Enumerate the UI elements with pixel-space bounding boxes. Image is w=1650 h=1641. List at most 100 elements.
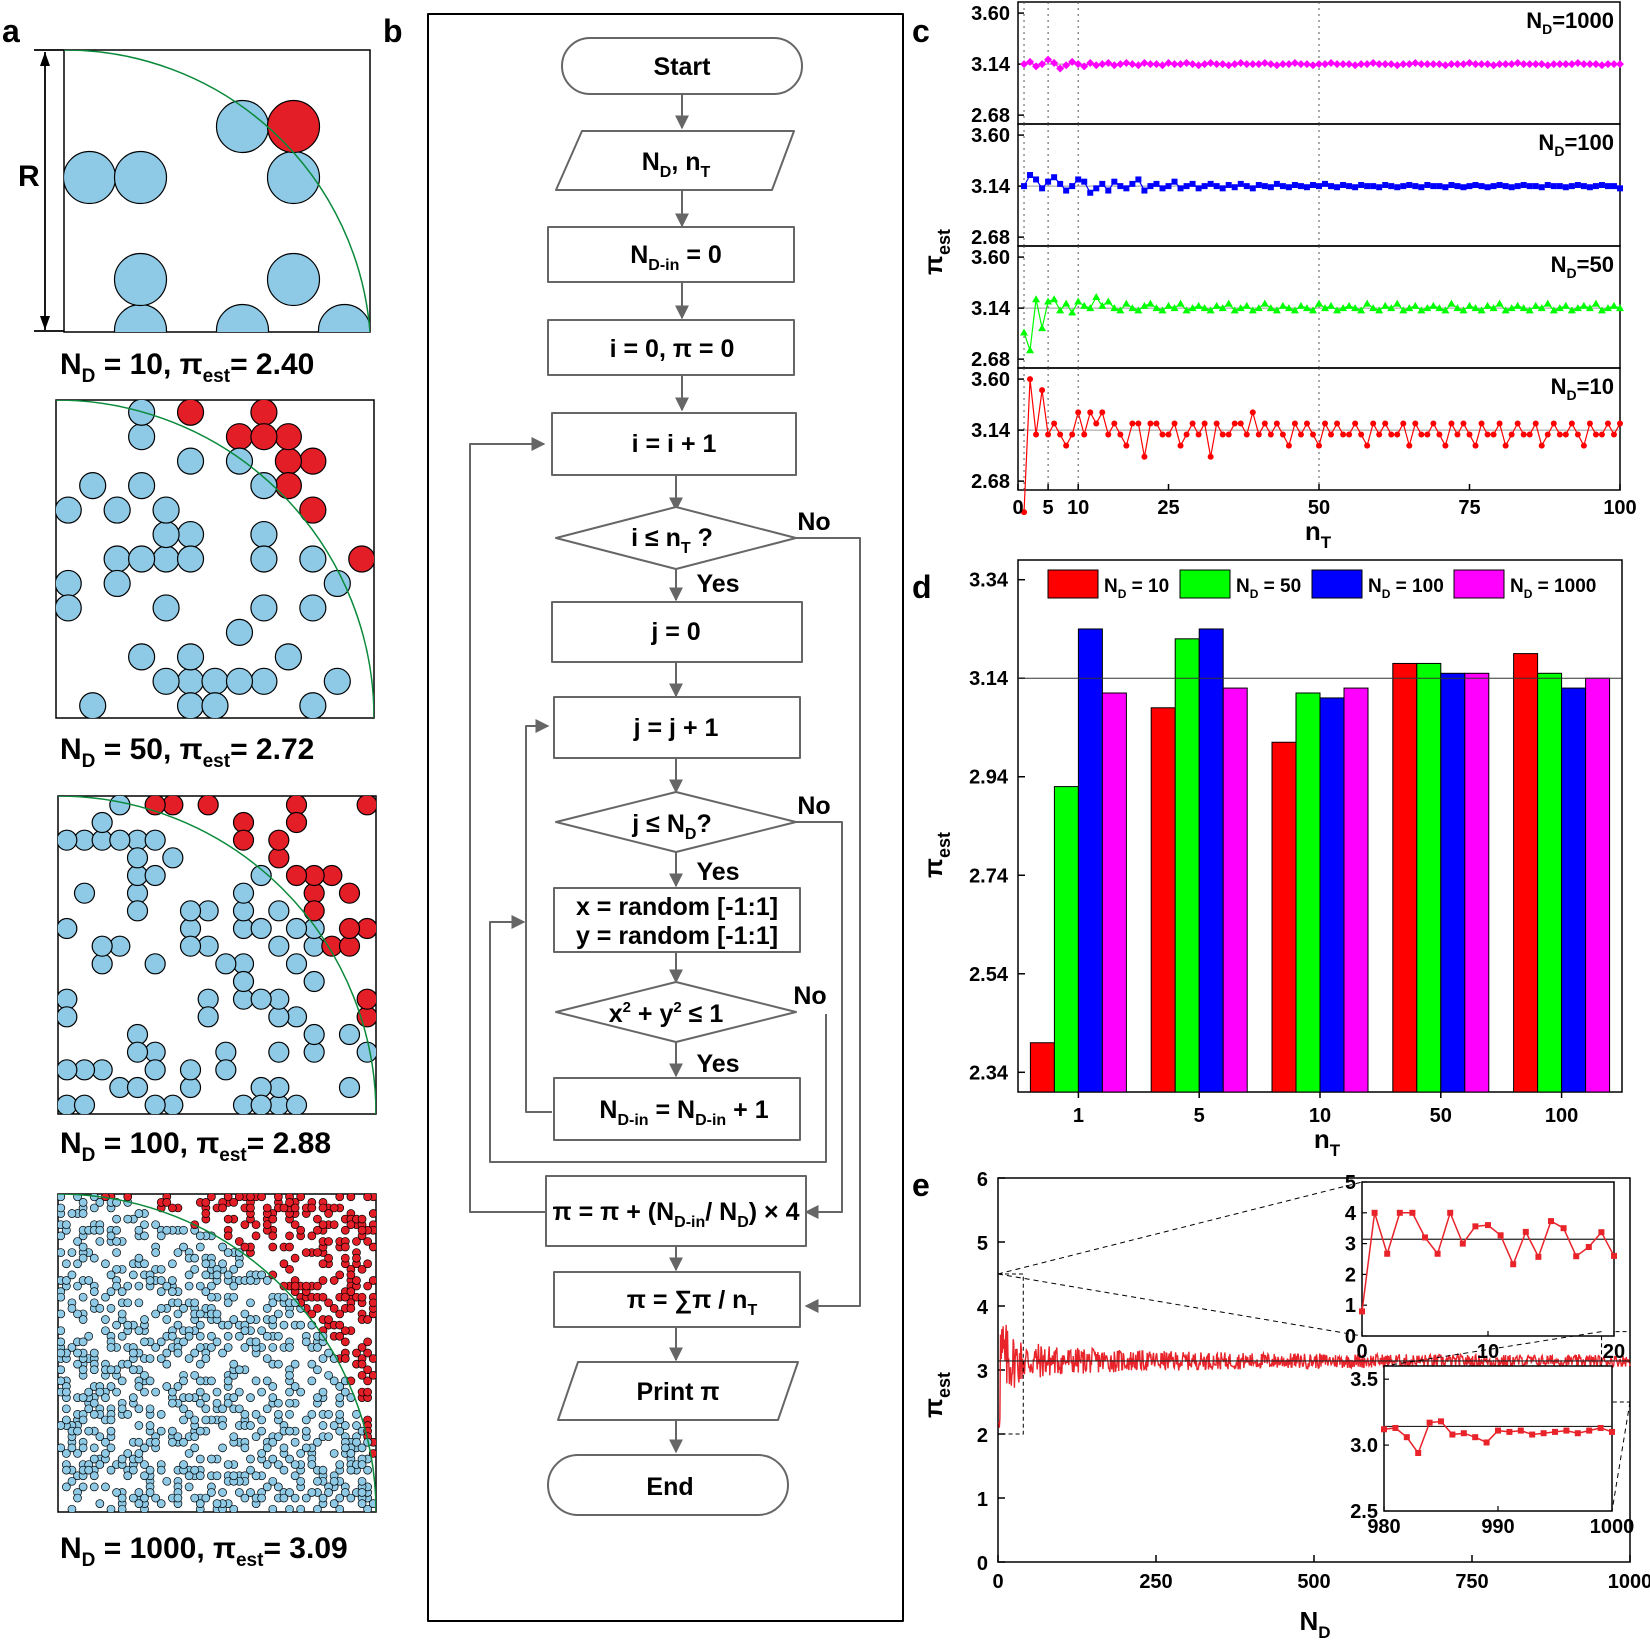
disk-outside — [368, 1370, 376, 1380]
caption-pi: π — [213, 1532, 236, 1565]
disk-inside — [117, 1331, 127, 1341]
c-point — [1200, 60, 1209, 69]
c-point — [1490, 431, 1497, 438]
c-point — [1218, 60, 1227, 69]
c-point — [1429, 60, 1438, 69]
disk-inside — [168, 1387, 177, 1397]
disk-inside — [162, 1315, 172, 1324]
c-point — [1285, 442, 1292, 449]
d-bar — [1198, 628, 1224, 1093]
inc-j-box — [553, 696, 801, 759]
disk-inside — [168, 1276, 177, 1285]
disk-inside — [301, 1415, 311, 1425]
e-inset-point — [1597, 1424, 1604, 1431]
disk-inside — [274, 1309, 283, 1319]
input-parallelogram — [555, 130, 795, 191]
e-inset-point — [1586, 1427, 1593, 1434]
c-point — [1370, 183, 1377, 190]
disk-inside — [274, 1398, 283, 1408]
disk-inside — [346, 1465, 356, 1475]
c-point — [1230, 60, 1239, 69]
disk-inside — [64, 150, 117, 205]
disk-inside — [89, 1287, 99, 1296]
disk-inside — [134, 1225, 144, 1235]
c-point — [1333, 60, 1342, 69]
c-point — [1598, 182, 1605, 188]
d-legend-swatch — [1179, 569, 1231, 599]
disk-inside — [234, 1387, 244, 1397]
disk-inside — [156, 1231, 166, 1241]
disk-inside — [78, 1209, 88, 1218]
e-xtick-label: 250 — [1139, 1571, 1172, 1593]
c-point — [1104, 297, 1113, 305]
disk-inside — [162, 1476, 172, 1486]
disk-outside — [357, 1225, 367, 1235]
e-inset-ytick-label: 5 — [1345, 1172, 1356, 1194]
d-bar — [1319, 697, 1345, 1093]
caption-n-value: = 50, — [95, 733, 179, 766]
disk-inside — [140, 1387, 149, 1397]
disk-outside — [363, 1365, 372, 1375]
e-ytick-label: 5 — [977, 1233, 988, 1255]
disk-inside — [109, 1076, 131, 1099]
disk-inside — [268, 1476, 278, 1486]
disk-outside — [338, 882, 361, 904]
c-point — [1081, 431, 1088, 438]
panel-d: d 3.34 3.14 2.94 2.74 2.54 2.34 1 5 10 50 100 ND = … — [912, 559, 1623, 1160]
disk-outside — [251, 1231, 261, 1241]
disk-inside — [299, 692, 327, 718]
e-ytick-label: 0 — [977, 1553, 988, 1575]
disk-outside — [274, 472, 302, 500]
disk-inside — [335, 1382, 345, 1391]
disk-outside — [340, 1292, 350, 1302]
c-point — [1483, 60, 1492, 69]
disk-outside — [340, 1337, 350, 1347]
e-ytick-label: 1 — [977, 1489, 988, 1511]
disk-inside — [84, 1276, 94, 1285]
e-inset-point — [1598, 1229, 1605, 1236]
c-point — [1266, 60, 1275, 69]
disk-outside — [285, 811, 308, 834]
disk-inside — [257, 1449, 266, 1458]
disk-inside — [140, 1231, 149, 1241]
dimension-arrow: R — [18, 49, 64, 332]
c-point — [1382, 420, 1389, 427]
disk-inside — [112, 1320, 121, 1330]
c-point — [1490, 183, 1497, 190]
disk-outside — [279, 1203, 289, 1213]
disk-inside — [156, 1465, 166, 1475]
disk-inside — [103, 545, 131, 573]
disk-inside — [184, 1393, 194, 1402]
svg-text:ND = 50, πest= 2.72: ND = 50, πest= 2.72 — [60, 733, 314, 772]
disk-inside — [290, 1437, 300, 1447]
c-point — [1152, 60, 1161, 69]
e-inset-point — [1359, 1308, 1365, 1315]
disk-inside — [140, 1337, 149, 1347]
c-point — [1110, 61, 1119, 70]
disk-inside — [78, 1242, 88, 1252]
e-inset-point — [1573, 1253, 1580, 1260]
disk-outside — [250, 423, 278, 451]
disk-outside — [285, 1242, 294, 1252]
c-point — [1351, 304, 1360, 312]
disk-outside — [268, 1231, 278, 1241]
c-point — [1502, 183, 1509, 190]
disk-inside — [156, 1304, 166, 1313]
disk-inside — [73, 882, 96, 904]
c-y-axis-label: πest — [918, 229, 954, 275]
disk-inside — [156, 1287, 166, 1296]
panel-b: b — [383, 13, 904, 1622]
disk-inside — [73, 829, 96, 851]
c-point — [1050, 59, 1059, 67]
d-legend-swatch — [1311, 569, 1363, 599]
disk-inside — [232, 1094, 255, 1114]
disk-inside — [123, 1281, 133, 1291]
c-point — [1520, 182, 1527, 188]
c-point — [1225, 182, 1232, 188]
c-point — [1033, 431, 1040, 438]
disk-inside — [201, 1404, 211, 1414]
disk-outside — [290, 1281, 300, 1291]
c-point — [1465, 59, 1474, 67]
c-point — [1170, 304, 1179, 312]
e-inset-xtick-label: 1000 — [1590, 1516, 1635, 1538]
